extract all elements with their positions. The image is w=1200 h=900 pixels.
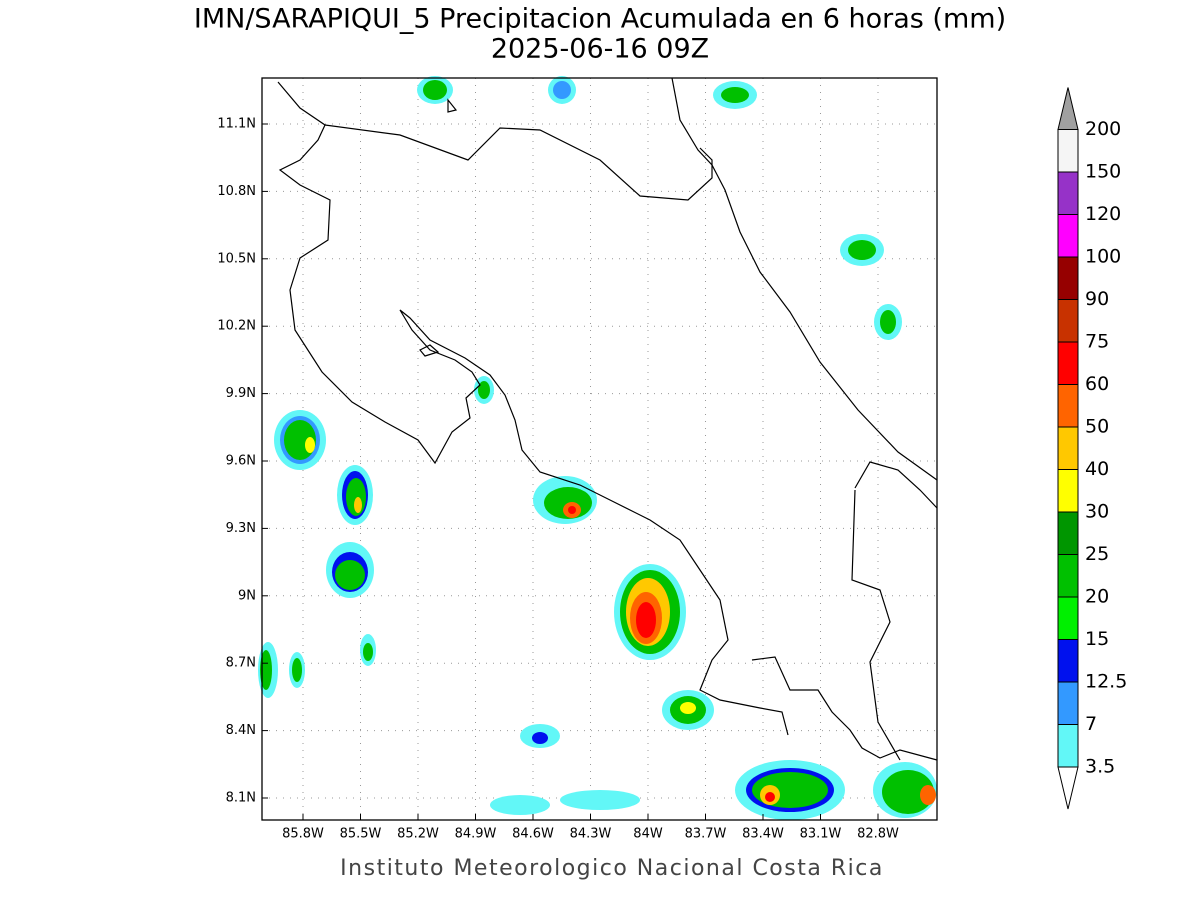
colorbar-label: 200 [1085, 118, 1121, 140]
colorbar-box [1057, 256, 1079, 300]
colorbar-label: 25 [1085, 543, 1109, 565]
lat-tick-label: 8.4N [226, 723, 256, 738]
subtitle: 2025-06-16 09Z [491, 34, 709, 65]
colorbar-box [1057, 384, 1079, 428]
colorbar-label: 30 [1085, 501, 1109, 523]
colorbar-box [1057, 129, 1079, 173]
colorbar-box [1057, 639, 1079, 683]
lon-tick-label: 84.6W [512, 827, 554, 842]
lat-tick-label: 9.6N [226, 454, 256, 469]
colorbar: 3.5 7 12.5 15 20 25 30 40 50 60 75 90 100 120 150 200 [1057, 87, 1127, 810]
lat-tick-label: 9.9N [226, 386, 256, 401]
colorbar-label: 15 [1085, 628, 1109, 650]
precip-areas [258, 76, 937, 820]
colorbar-label: 75 [1085, 331, 1109, 353]
colorbar-label: 100 [1085, 246, 1121, 268]
title: IMN/SARAPIQUI_5 Precipitacion Acumulada … [194, 4, 1006, 35]
colorbar-box [1057, 596, 1079, 640]
lon-tick-label: 85.5W [340, 827, 382, 842]
lon-tick-label: 83.7W [685, 827, 727, 842]
colorbar-label: 50 [1085, 416, 1109, 438]
colorbar-box [1057, 171, 1079, 215]
lon-tick-label: 84W [633, 827, 663, 842]
colorbar-box [1057, 681, 1079, 725]
map-frame [261, 77, 938, 821]
colorbar-label: 7 [1085, 713, 1097, 735]
colorbar-box [1057, 299, 1079, 343]
grid [262, 78, 937, 820]
colorbar-label: 150 [1085, 161, 1121, 183]
lat-tick-label: 8.7N [226, 656, 256, 671]
colorbar-box [1057, 214, 1079, 258]
colorbar-label: 40 [1085, 458, 1109, 480]
colorbar-label: 3.5 [1085, 756, 1115, 778]
colorbar-box [1057, 554, 1079, 598]
colorbar-box [1057, 426, 1079, 470]
lat-tick-label: 9.3N [226, 521, 256, 536]
coastline [277, 77, 938, 761]
colorbar-over [1057, 87, 1079, 130]
colorbar-label: 90 [1085, 288, 1109, 310]
map-plot: 85.8W 85.5W 85.2W 84.9W 84.6W 84.3W 84W 83.7W 83… [217, 76, 938, 842]
map-background [262, 78, 937, 820]
colorbar-label: 120 [1085, 203, 1121, 225]
colorbar-box [1057, 724, 1079, 768]
lon-tick-label: 84.3W [570, 827, 612, 842]
colorbar-box [1057, 511, 1079, 555]
lat-tick-label: 10.8N [217, 184, 256, 199]
axis-ticks: 85.8W 85.5W 85.2W 84.9W 84.6W 84.3W 84W 83.7W 83… [217, 117, 899, 842]
lon-tick-label: 82.8W [857, 827, 899, 842]
colorbar-box [1057, 341, 1079, 385]
colorbar-label: 20 [1085, 586, 1109, 608]
lat-tick-label: 10.5N [217, 251, 256, 266]
lon-tick-label: 85.8W [282, 827, 324, 842]
lon-tick-label: 83.4W [742, 827, 784, 842]
lat-tick-label: 10.2N [217, 319, 256, 334]
colorbar-box [1057, 469, 1079, 513]
lon-tick-label: 83.1W [800, 827, 842, 842]
lat-tick-label: 8.1N [226, 791, 256, 806]
colorbar-label: 12.5 [1085, 671, 1127, 693]
footer: Instituto Meteorologico Nacional Costa R… [340, 856, 884, 881]
colorbar-label: 60 [1085, 373, 1109, 395]
lat-tick-label: 11.1N [217, 117, 256, 132]
lon-tick-label: 84.9W [455, 827, 497, 842]
lat-tick-label: 9N [238, 588, 256, 603]
lon-tick-label: 85.2W [397, 827, 439, 842]
colorbar-under [1057, 766, 1079, 810]
